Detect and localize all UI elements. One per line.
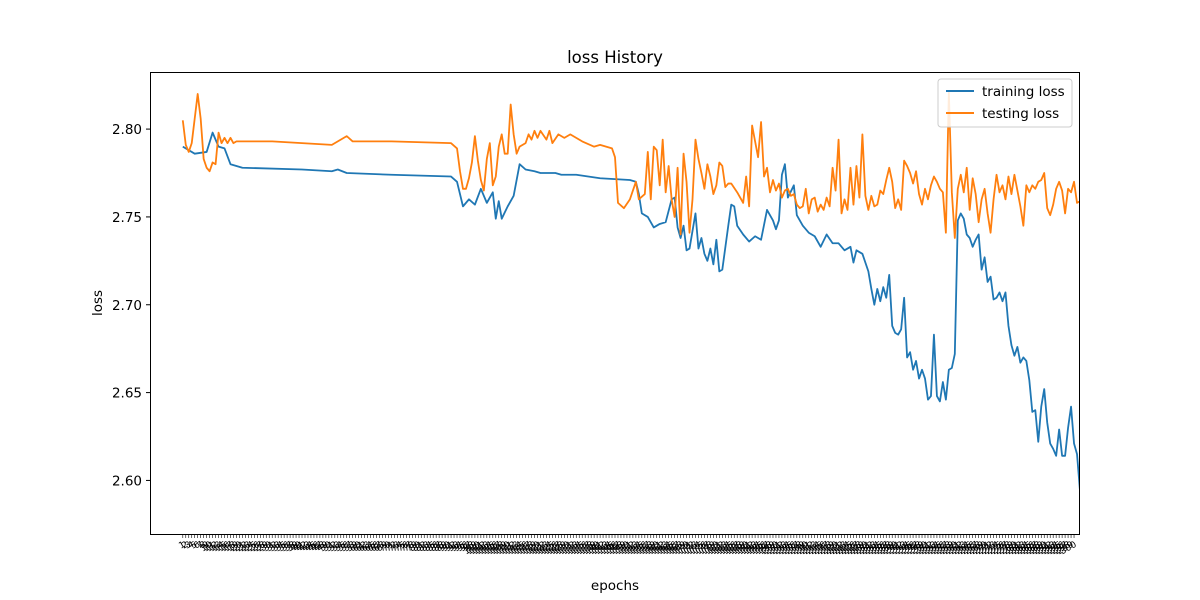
x-tick-label: 33: [268, 540, 283, 554]
y-tick-label: 2.60: [112, 473, 142, 489]
x-tick-label: 47: [309, 540, 324, 554]
x-tick-label: 9: [201, 540, 211, 552]
x-tick-label: 71: [381, 540, 396, 554]
x-tick-label: 2: [180, 540, 190, 552]
x-tick-label: 37: [280, 540, 295, 554]
x-tick-label: 55: [333, 540, 348, 554]
x-tick-label: 72: [384, 540, 399, 554]
x-tick-label: 77: [399, 540, 414, 554]
x-tick-label: 7: [195, 540, 205, 552]
x-tick-label: 32: [265, 540, 280, 554]
x-tick-label: 67: [369, 540, 384, 554]
x-tick-label: 11: [202, 540, 217, 554]
x-tick-label: 3: [183, 540, 193, 552]
y-tick-label: 2.70: [112, 298, 142, 314]
x-tick-label: 22: [235, 540, 250, 554]
plot-series-layer: [181, 91, 1080, 492]
x-tick-label: 31: [262, 540, 277, 554]
x-tick-label: 8: [198, 540, 208, 552]
x-tick-label: 41: [292, 540, 307, 554]
y-axis-label: loss: [90, 290, 106, 316]
x-tick-label: 73: [387, 540, 402, 554]
x-tick-label: 21: [232, 540, 247, 554]
x-tick-label: 93: [447, 540, 462, 554]
x-tick-label: 53: [327, 540, 342, 554]
x-tick-label: 91: [441, 540, 456, 554]
x-tick-label: 87: [429, 540, 444, 554]
x-tick-label: 27: [250, 540, 265, 554]
x-tick-label: 92: [444, 540, 459, 554]
x-tick-label: 83: [417, 540, 432, 554]
x-tick-label: 15: [214, 540, 229, 554]
x-tick-label: 82: [414, 540, 429, 554]
legend-label: training loss: [982, 84, 1065, 100]
x-tick-label: 57: [339, 540, 354, 554]
x-tick-label: 61: [351, 540, 366, 554]
x-tick-label: 5: [189, 540, 199, 552]
x-tick-label: 63: [357, 540, 372, 554]
x-axis-ticks: 1234567891011121314151617181920212223242…: [177, 534, 1079, 557]
x-tick-label: 6: [192, 540, 202, 552]
x-axis-label: epochs: [591, 578, 639, 594]
x-tick-label: 51: [321, 540, 336, 554]
y-tick-label: 2.75: [112, 210, 142, 226]
x-tick-label: 52: [324, 540, 339, 554]
legend: training loss testing loss: [937, 78, 1073, 128]
chart-title: loss History: [567, 48, 663, 67]
x-tick-label: 95: [453, 540, 468, 554]
x-tick-label: 75: [393, 540, 408, 554]
plot-area-frame: [150, 72, 1080, 535]
y-tick-label: 2.65: [112, 386, 142, 402]
x-tick-label: 25: [244, 540, 259, 554]
series-line-training: [182, 131, 1080, 492]
x-tick-label: 85: [423, 540, 438, 554]
x-tick-label: 1: [177, 540, 187, 552]
x-tick-label: 23: [238, 540, 253, 554]
y-axis-ticks: 2.60 2.65 2.70 2.75 2.80: [112, 122, 150, 489]
x-tick-label: 42: [295, 540, 310, 554]
x-tick-label: 13: [208, 540, 223, 554]
x-tick-label: 43: [298, 540, 313, 554]
x-tick-label: 4: [186, 540, 196, 552]
legend-label: testing loss: [982, 106, 1059, 122]
x-tick-label: 65: [363, 540, 378, 554]
x-tick-label: 17: [220, 540, 235, 554]
series-line-testing: [181, 91, 1080, 239]
x-tick-label: 62: [354, 540, 369, 554]
x-tick-label: 12: [205, 540, 220, 554]
y-tick-label: 2.80: [112, 122, 142, 138]
x-tick-label: 97: [459, 540, 474, 554]
x-tick-label: 35: [274, 540, 289, 554]
x-tick-label: 45: [304, 540, 319, 554]
x-tick-label: 81: [411, 540, 426, 554]
